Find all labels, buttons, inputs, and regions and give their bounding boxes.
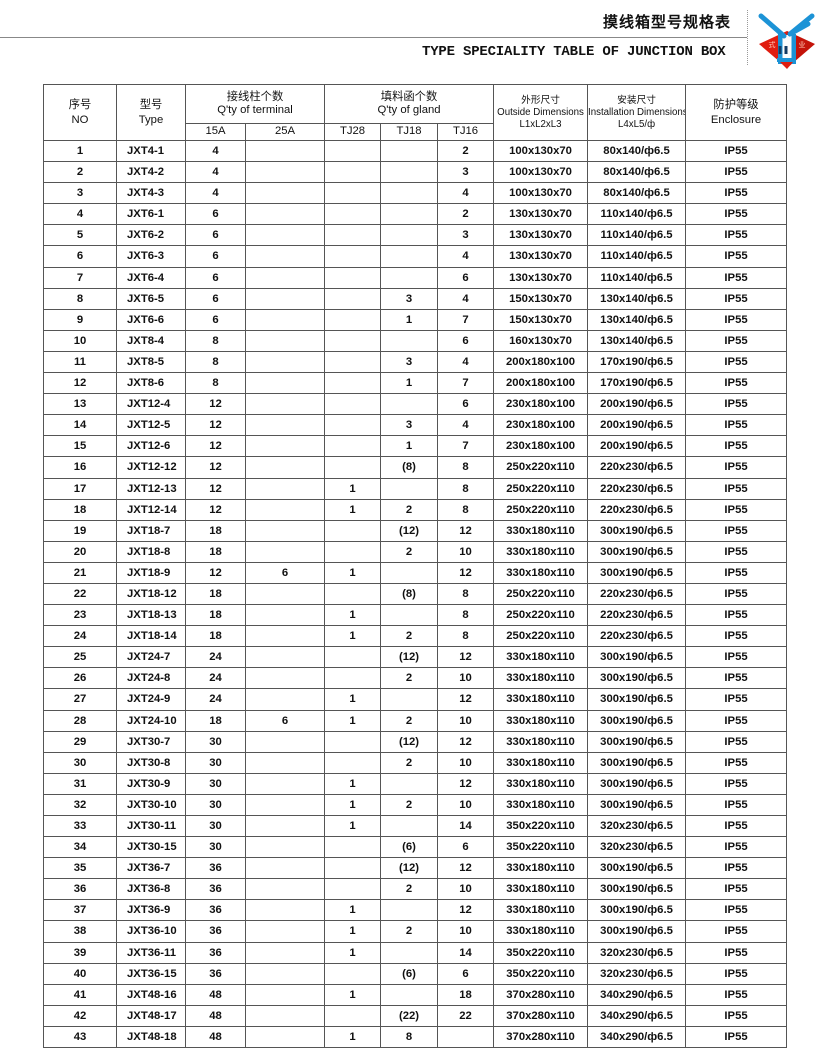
svg-text:式: 式 — [769, 40, 776, 49]
svg-text:业: 业 — [799, 40, 806, 49]
